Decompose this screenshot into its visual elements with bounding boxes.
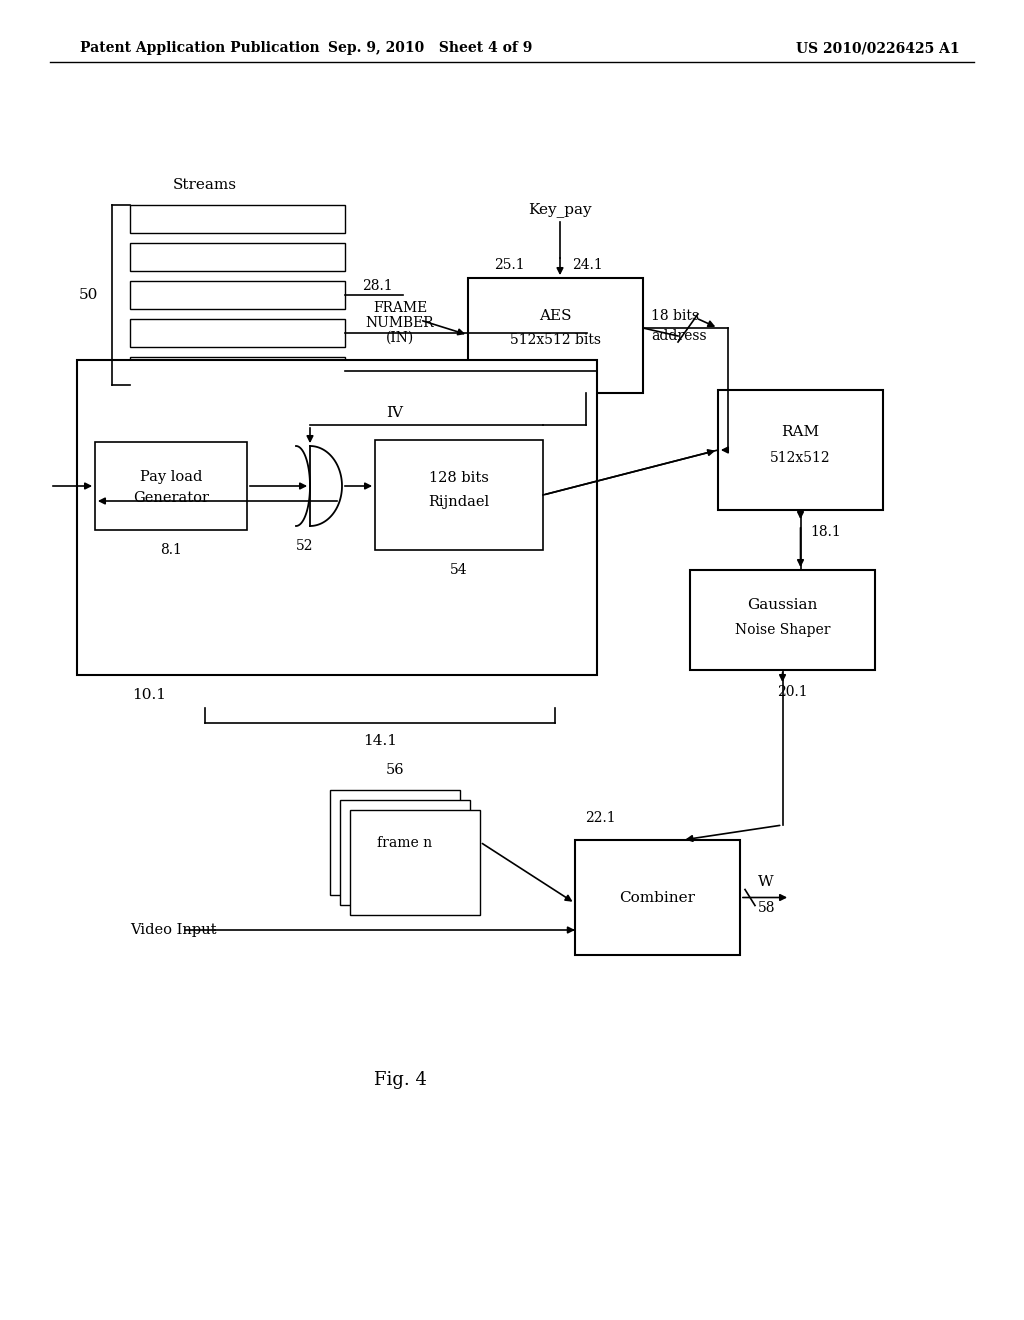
Text: 20.1: 20.1	[777, 685, 808, 700]
Text: address: address	[651, 329, 707, 343]
Bar	[375, 440, 543, 550]
Text: Patent Application Publication: Patent Application Publication	[80, 41, 319, 55]
Text: 58: 58	[758, 900, 775, 915]
Bar	[718, 389, 883, 510]
Text: Gaussian: Gaussian	[748, 598, 818, 612]
Text: 50: 50	[79, 288, 98, 302]
Text: 54: 54	[451, 564, 468, 577]
Text: Sep. 9, 2010   Sheet 4 of 9: Sep. 9, 2010 Sheet 4 of 9	[328, 41, 532, 55]
Text: RAM: RAM	[781, 425, 819, 440]
Text: 10.1: 10.1	[132, 688, 166, 702]
Text: IV: IV	[386, 407, 403, 420]
Bar	[130, 205, 345, 234]
Text: 25.1: 25.1	[495, 257, 525, 272]
Bar	[130, 356, 345, 385]
Text: 18 bits: 18 bits	[651, 309, 699, 323]
Text: 52: 52	[296, 539, 313, 553]
Text: FRAME: FRAME	[373, 301, 427, 315]
Text: Generator: Generator	[133, 491, 209, 506]
Text: Noise Shaper: Noise Shaper	[735, 623, 830, 638]
Bar	[468, 279, 643, 393]
Text: 18.1: 18.1	[811, 525, 842, 539]
Text: Video Input: Video Input	[130, 923, 216, 937]
Text: Pay load: Pay load	[140, 470, 202, 484]
Text: (IN): (IN)	[386, 331, 414, 345]
Bar	[350, 810, 480, 915]
Text: frame n: frame n	[378, 836, 432, 850]
Bar	[340, 800, 470, 906]
Text: NUMBER: NUMBER	[366, 315, 434, 330]
Text: Key_pay: Key_pay	[528, 202, 592, 218]
Text: 56: 56	[386, 763, 404, 777]
Text: 8.1: 8.1	[160, 543, 182, 557]
Text: 28.1: 28.1	[362, 279, 393, 293]
Text: Rijndael: Rijndael	[428, 495, 489, 510]
Bar	[77, 360, 597, 675]
Text: 14.1: 14.1	[362, 734, 397, 748]
Bar	[95, 442, 247, 531]
Text: W: W	[758, 874, 773, 888]
Text: 128 bits: 128 bits	[429, 471, 488, 484]
Text: Streams: Streams	[173, 178, 237, 191]
Text: 22.1: 22.1	[585, 810, 615, 825]
Text: Combiner: Combiner	[620, 891, 695, 904]
Bar	[130, 281, 345, 309]
Text: 24.1: 24.1	[572, 257, 603, 272]
Text: 512x512: 512x512	[770, 451, 830, 465]
Bar	[130, 243, 345, 271]
Text: 512x512 bits: 512x512 bits	[510, 333, 601, 347]
Text: US 2010/0226425 A1: US 2010/0226425 A1	[797, 41, 961, 55]
Text: AES: AES	[540, 309, 571, 323]
Bar	[690, 570, 874, 671]
Bar	[330, 789, 460, 895]
Bar	[575, 840, 740, 954]
Bar	[130, 319, 345, 347]
Text: Fig. 4: Fig. 4	[374, 1071, 426, 1089]
